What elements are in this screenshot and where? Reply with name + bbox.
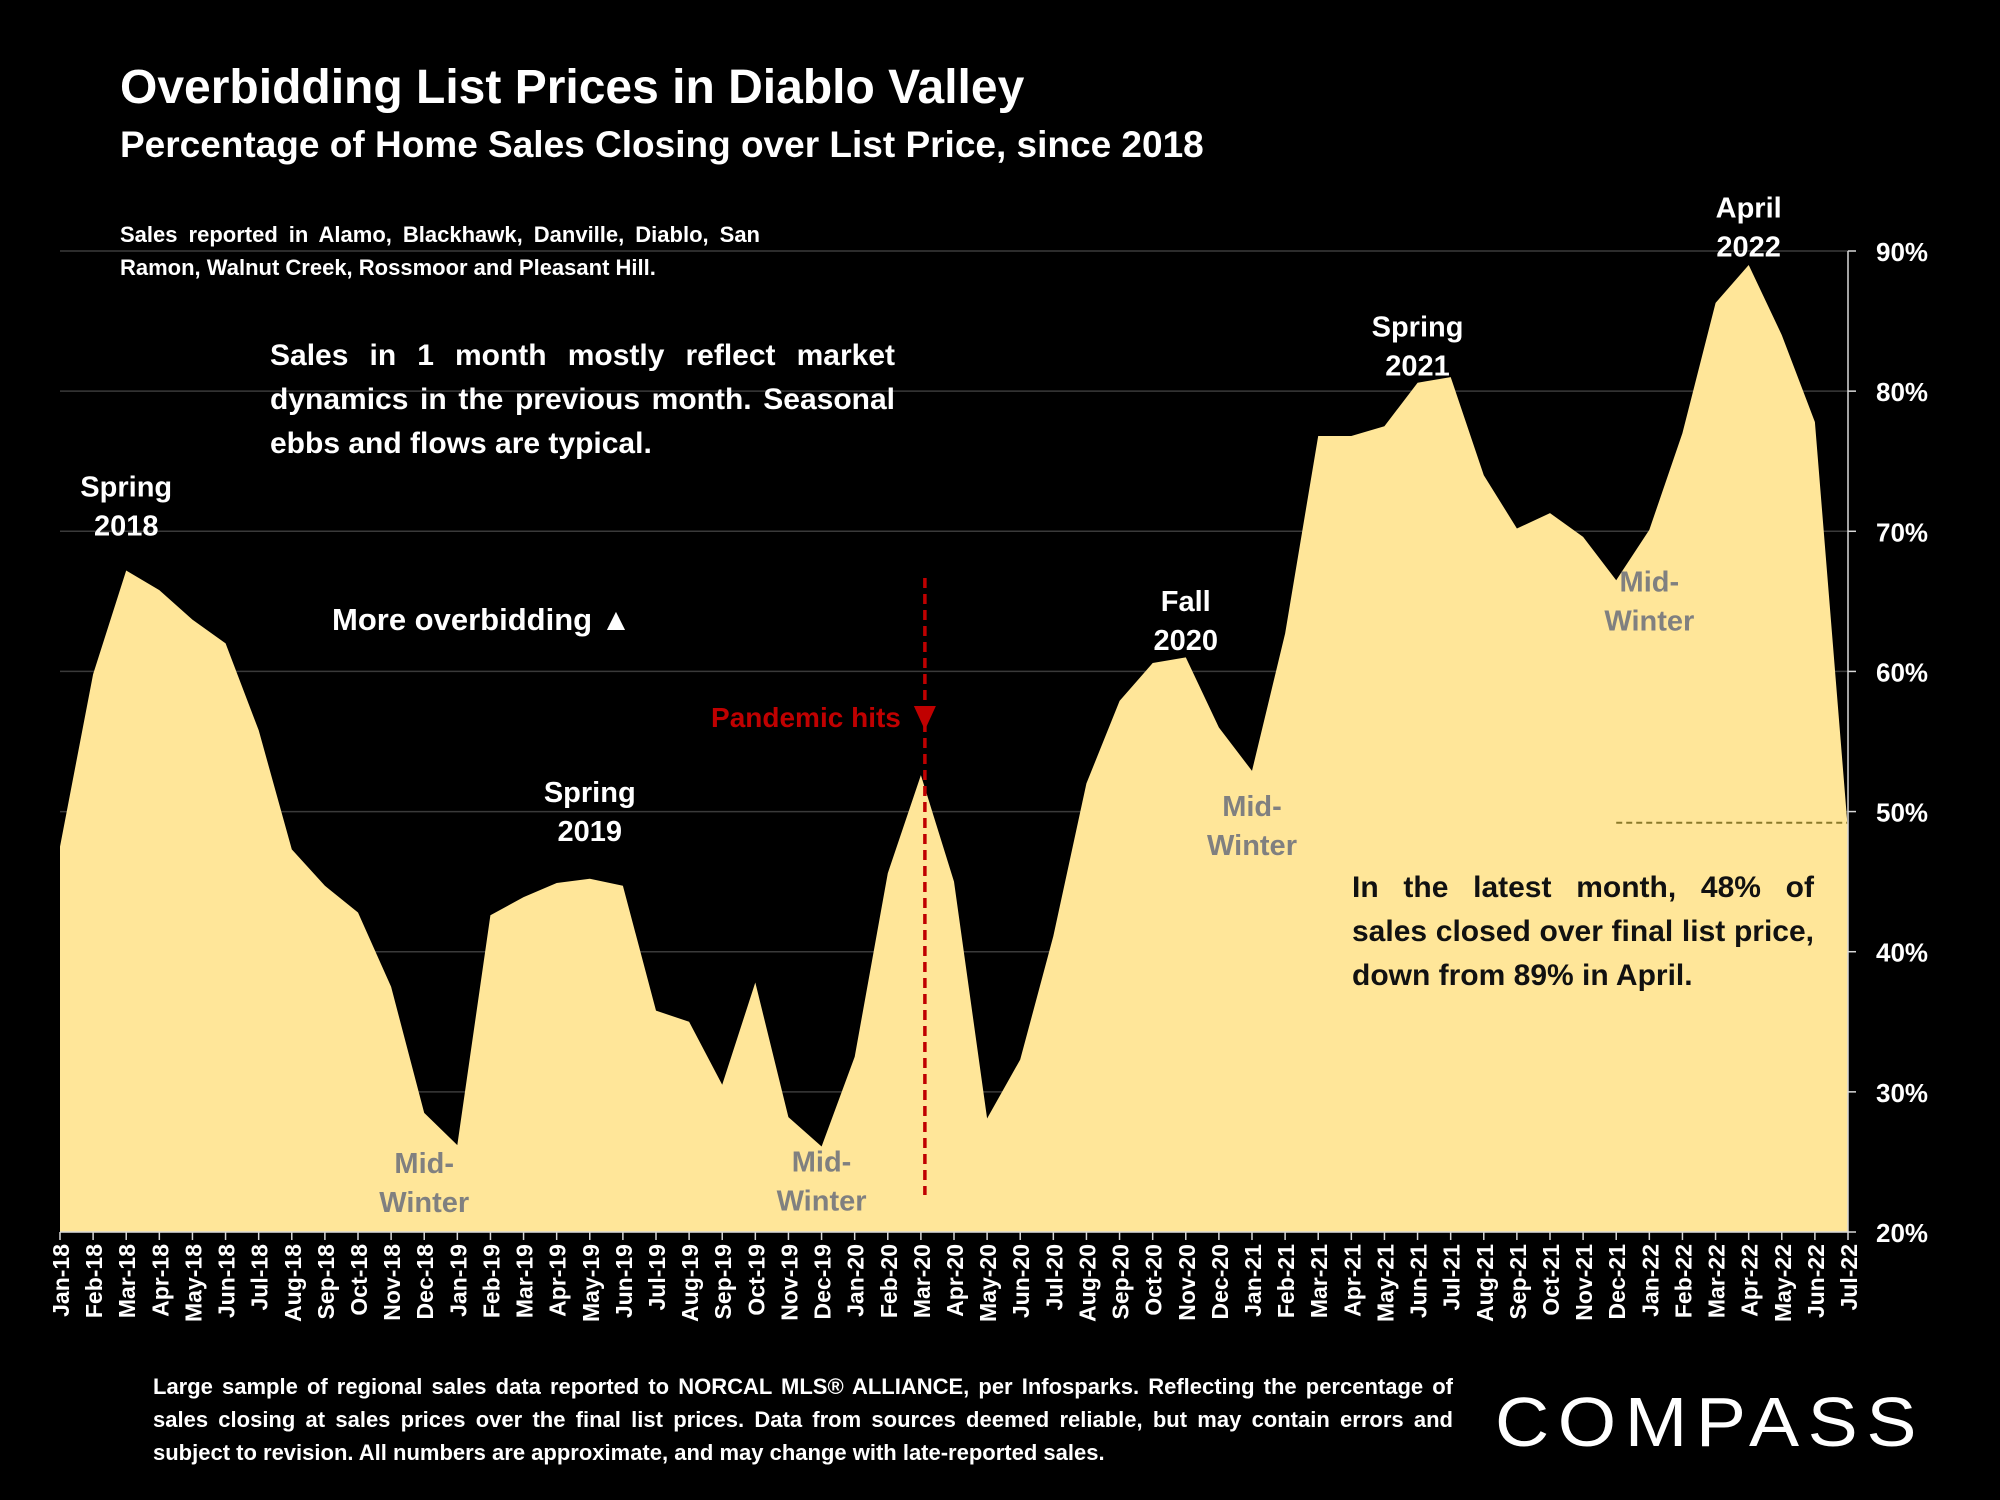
- x-tick-label: Jun-21: [1406, 1244, 1432, 1318]
- x-tick-label: Oct-20: [1141, 1244, 1167, 1316]
- x-tick-label: Mar-20: [909, 1244, 935, 1318]
- axes: 20% 30% 40% 50% 60% 70% 80% 90% Jan-18 Feb-18 Mar-…: [48, 237, 1928, 1322]
- compass-logo: COMPASS: [1495, 1383, 1925, 1460]
- area-series: [60, 265, 1848, 1232]
- x-tick-label: Feb-21: [1273, 1244, 1299, 1318]
- x-tick-label: Nov-21: [1571, 1244, 1597, 1321]
- pandemic-label: Pandemic hits: [711, 702, 901, 733]
- x-tick-label: Jun-20: [1008, 1244, 1034, 1318]
- x-tick-label: Feb-20: [876, 1244, 902, 1318]
- overbid-area: [60, 265, 1848, 1232]
- y-tick-label: 50%: [1876, 798, 1928, 828]
- x-tick-label: May-21: [1372, 1244, 1398, 1322]
- pandemic-arrow-icon: [913, 706, 936, 730]
- x-tick-label: Jun-22: [1803, 1244, 1829, 1318]
- x-tick-label: Sep-21: [1505, 1244, 1531, 1320]
- x-tick-label: Jun-19: [611, 1244, 637, 1318]
- y-tick-label: 70%: [1876, 517, 1928, 547]
- x-tick-label: Nov-18: [379, 1244, 405, 1321]
- x-tick-label: Dec-19: [810, 1244, 836, 1319]
- x-tick-label: Aug-20: [1074, 1244, 1100, 1322]
- x-tick-label: Sep-19: [710, 1244, 736, 1319]
- x-tick-label: Apr-20: [942, 1244, 968, 1317]
- x-tick-label: Jul-22: [1836, 1244, 1862, 1310]
- x-tick-label: Feb-18: [81, 1244, 107, 1318]
- more-overbidding-label: More overbidding ▲: [332, 602, 631, 637]
- x-tick-label: Aug-19: [677, 1244, 703, 1322]
- sales-region-note: Sales reported in Alamo, Blackhawk, Danv…: [120, 222, 760, 280]
- y-tick-label: 40%: [1876, 938, 1928, 968]
- x-tick-label: Aug-21: [1472, 1244, 1498, 1322]
- y-tick-label: 30%: [1876, 1078, 1928, 1108]
- x-tick-label: Dec-18: [412, 1244, 438, 1320]
- season-annotation-3: Mid-Winter: [777, 1147, 867, 1218]
- x-tick-label: May-20: [975, 1244, 1001, 1322]
- x-tick-label: Jul-18: [247, 1244, 273, 1311]
- x-tick-label: Jan-22: [1637, 1244, 1663, 1317]
- x-tick-label: Dec-20: [1207, 1244, 1233, 1319]
- chart-subtitle: Percentage of Home Sales Closing over Li…: [120, 124, 1204, 165]
- x-tick-label: Sep-20: [1108, 1244, 1134, 1319]
- x-tick-label: Apr-22: [1737, 1244, 1763, 1317]
- x-tick-label: Mar-19: [512, 1244, 538, 1318]
- x-tick-label: Oct-21: [1538, 1244, 1564, 1316]
- x-tick-label: Jan-18: [48, 1244, 74, 1317]
- x-tick-label: Sep-18: [313, 1244, 339, 1320]
- x-tick-label: Jan-19: [445, 1244, 471, 1317]
- x-tick-label: Feb-22: [1670, 1244, 1696, 1318]
- x-tick-label: Jul-20: [1041, 1244, 1067, 1310]
- y-tick-label: 80%: [1876, 377, 1928, 407]
- x-tick-label: Oct-18: [346, 1244, 372, 1316]
- x-tick-label: Apr-19: [545, 1244, 571, 1317]
- x-tick-label: May-22: [1770, 1244, 1796, 1322]
- season-annotation-1: Mid-Winter: [379, 1148, 469, 1219]
- chart-title: Overbidding List Prices in Diablo Valley: [120, 61, 1025, 114]
- market-dynamics-note: Sales in 1 month mostly reflect market d…: [270, 339, 895, 460]
- x-tick-label: Mar-22: [1704, 1244, 1730, 1318]
- y-tick-label: 90%: [1876, 237, 1928, 267]
- x-tick-label: Apr-18: [147, 1244, 173, 1317]
- compass-logo-text: COMPASS: [1495, 1383, 1925, 1460]
- x-tick-label: Nov-19: [776, 1244, 802, 1321]
- chart-overlay: Pandemic hits More overbidding ▲ Spring 201…: [80, 192, 1848, 1219]
- season-annotation-7: Mid-Winter: [1604, 567, 1694, 638]
- latest-month-note: In the latest month, 48% of sales closed…: [1352, 871, 1814, 992]
- x-tick-label: Nov-20: [1174, 1244, 1200, 1321]
- x-tick-label: Mar-21: [1306, 1244, 1332, 1318]
- data-source-footnote: Large sample of regional sales data repo…: [153, 1374, 1453, 1465]
- season-annotation-2: Spring 2019: [544, 777, 636, 848]
- x-tick-label: Oct-19: [743, 1244, 769, 1316]
- x-tick-label: Jul-19: [644, 1244, 670, 1310]
- x-tick-label: Mar-18: [114, 1244, 140, 1318]
- x-tick-label: Jun-18: [214, 1244, 240, 1318]
- x-tick-label: May-19: [578, 1244, 604, 1322]
- y-tick-label: 20%: [1876, 1218, 1928, 1248]
- season-annotation-6: Spring 2021: [1372, 311, 1464, 382]
- y-tick-label: 60%: [1876, 657, 1928, 687]
- season-annotation-8: April 2022: [1716, 192, 1782, 263]
- season-annotation-4: Fall 2020: [1154, 586, 1219, 657]
- x-tick-label: Feb-19: [478, 1244, 504, 1318]
- x-tick-label: Jan-21: [1240, 1244, 1266, 1317]
- season-annotation-0: Spring 2018: [80, 471, 172, 542]
- x-tick-label: Aug-18: [280, 1244, 306, 1322]
- x-tick-label: Dec-21: [1604, 1244, 1630, 1320]
- x-tick-label: May-18: [180, 1244, 206, 1322]
- x-tick-label: Apr-21: [1339, 1244, 1365, 1317]
- x-tick-label: Jan-20: [843, 1244, 869, 1317]
- x-tick-label: Jul-21: [1439, 1244, 1465, 1311]
- season-annotation-5: Mid-Winter: [1207, 791, 1297, 862]
